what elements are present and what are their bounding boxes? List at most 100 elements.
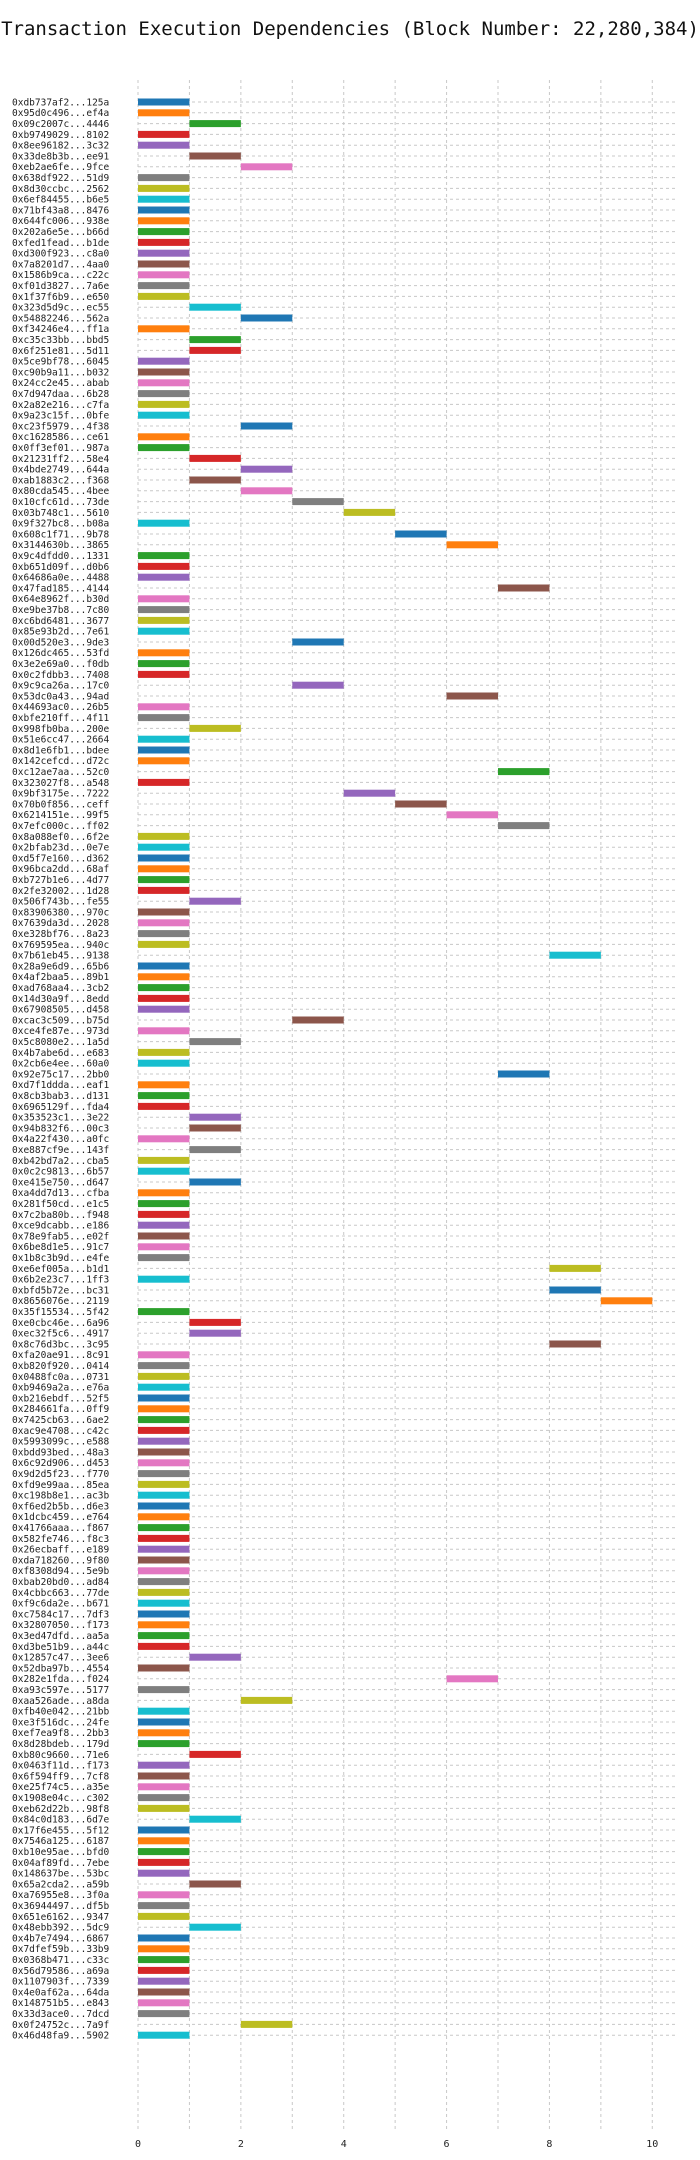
tx-bar [138, 379, 190, 387]
tx-bar [138, 757, 190, 765]
tx-bar [549, 951, 601, 959]
tx-label: 0x6be8d1e5...91c7 [12, 1242, 109, 1253]
tx-label: 0x1f37f6b9...e650 [12, 292, 110, 303]
tx-label: 0xe328bf76...8a23 [12, 929, 109, 940]
tx-label: 0xd5f7e160...d362 [12, 853, 109, 864]
tx-label: 0x53dc0a43...94ad [12, 691, 109, 702]
tx-bar [138, 1383, 190, 1391]
tx-bar [138, 1902, 190, 1910]
tx-label: 0x9bf3175e...7222 [12, 789, 109, 800]
tx-bar [138, 368, 190, 376]
tx-label: 0xac9e4708...c42c [12, 1426, 109, 1437]
tx-label: 0x14d30a9f...8edd [12, 994, 109, 1005]
tx-bar [498, 768, 550, 776]
tx-bar [189, 336, 241, 344]
tx-label: 0x8d30ccbc...2562 [12, 184, 109, 195]
tx-label: 0x64686a0e...4488 [12, 573, 110, 584]
tx-bar [240, 465, 293, 473]
tx-bar [189, 1113, 241, 1121]
tx-label: 0x26ecbaff...e189 [12, 1545, 110, 1556]
tx-bar [138, 1351, 190, 1359]
tx-label: 0xcac3c509...b75d [12, 1015, 109, 1026]
tx-bar [138, 908, 190, 916]
tx-bar [138, 1599, 190, 1607]
tx-label: 0x2a82e216...c7fa [12, 400, 109, 411]
tx-bar [292, 498, 344, 506]
tx-bar [138, 595, 190, 603]
tx-label: 0x4af2baa5...89b1 [12, 972, 110, 983]
tx-bar [138, 109, 190, 117]
tx-bar [138, 282, 190, 290]
tx-label: 0xaa526ade...a8da [12, 1696, 109, 1707]
tx-label: 0xb42bd7a2...cba5 [12, 1156, 109, 1167]
tx-bar [189, 1146, 241, 1154]
tx-label: 0xc1628586...ce61 [12, 432, 110, 443]
tx-label: 0x80cda545...4bee [12, 486, 110, 497]
tx-bar [138, 930, 190, 938]
tx-label: 0xfd9e99aa...85ea [12, 1480, 109, 1491]
x-tick-label: 2 [238, 2139, 244, 2150]
tx-bar [189, 1815, 241, 1823]
tx-label: 0xef7ea9f8...2bb3 [12, 1728, 109, 1739]
tx-label: 0x0ff3ef01...987a [12, 443, 109, 454]
tx-bar [138, 1988, 190, 1996]
tx-label: 0x1b8c3b9d...e4fe [12, 1253, 110, 1264]
tx-label: 0xbfd5b72e...bc31 [12, 1285, 110, 1296]
tx-label: 0x54882246...562a [12, 313, 109, 324]
tx-bar [138, 1869, 190, 1877]
tx-label: 0x24cc2e45...abab [12, 378, 110, 389]
tx-label: 0x323d5d9c...ec55 [12, 303, 109, 314]
tx-bar [138, 735, 190, 743]
tx-bar [138, 1210, 190, 1218]
tx-bar [138, 411, 190, 419]
tx-label: 0x7425cb63...6ae2 [12, 1415, 109, 1426]
tx-label: 0x84c0d183...6d7e [12, 1815, 110, 1826]
tx-label: 0x21231ff2...58e4 [12, 454, 110, 465]
tx-label: 0xa76955e8...3f0a [12, 1890, 109, 1901]
tx-label: 0xe25f74c5...a35e [12, 1782, 110, 1793]
tx-label: 0xc6bd6481...3677 [12, 616, 109, 627]
tx-label: 0x4b7abe6d...e683 [12, 1048, 109, 1059]
tx-bar [138, 627, 190, 635]
tx-bar [138, 1102, 190, 1110]
tx-label: 0x32807050...f173 [12, 1620, 109, 1631]
tx-label: 0x41766aaa...f867 [12, 1523, 109, 1534]
tx-label: 0xeb2ae6fe...9fce [12, 162, 110, 173]
tx-bar [138, 703, 190, 711]
tx-bar [138, 606, 190, 614]
tx-bar [138, 444, 190, 452]
tx-label: 0xdb737af2...125a [12, 97, 109, 108]
tx-bar [138, 2010, 190, 2018]
tx-bar [138, 1275, 190, 1283]
tx-bar [138, 206, 190, 214]
tx-bar [498, 1070, 550, 1078]
tx-label: 0xf34246e4...ff1a [12, 324, 109, 335]
tx-label: 0x33de8b3b...ee91 [12, 151, 110, 162]
tx-bar [138, 1891, 190, 1899]
tx-bar [189, 454, 241, 462]
tx-label: 0x1908e04c...c302 [12, 1793, 109, 1804]
tx-bar [138, 1416, 190, 1424]
tx-label: 0x3144630b...3865 [12, 540, 109, 551]
tx-bar [138, 1167, 190, 1175]
tx-label: 0x6f594ff9...7cf8 [12, 1771, 110, 1782]
tx-label: 0x4b7e7494...6867 [12, 1933, 109, 1944]
tx-label: 0x7b61eb45...9138 [12, 951, 110, 962]
tx-label: 0x7546a125...6187 [12, 1836, 109, 1847]
tx-label: 0x8656076e...2119 [12, 1296, 110, 1307]
tx-label: 0x44693ac0...26b5 [12, 702, 109, 713]
tx-label: 0x09c2007c...4446 [12, 119, 110, 130]
tx-bar [138, 1686, 190, 1694]
tx-bar [189, 724, 241, 732]
tx-bar [138, 1545, 190, 1553]
tx-bar [138, 1048, 190, 1056]
tx-bar [240, 422, 293, 430]
tx-bar [138, 1578, 190, 1586]
tx-label: 0x4a22f430...a0fc [12, 1134, 109, 1145]
tx-bar [138, 854, 190, 862]
tx-bar [138, 660, 190, 668]
tx-label: 0x36944497...df5b [12, 1901, 110, 1912]
tx-label: 0x9a23c15f...0bfe [12, 411, 110, 422]
tx-bar [138, 1977, 190, 1985]
tx-bar [138, 865, 190, 873]
